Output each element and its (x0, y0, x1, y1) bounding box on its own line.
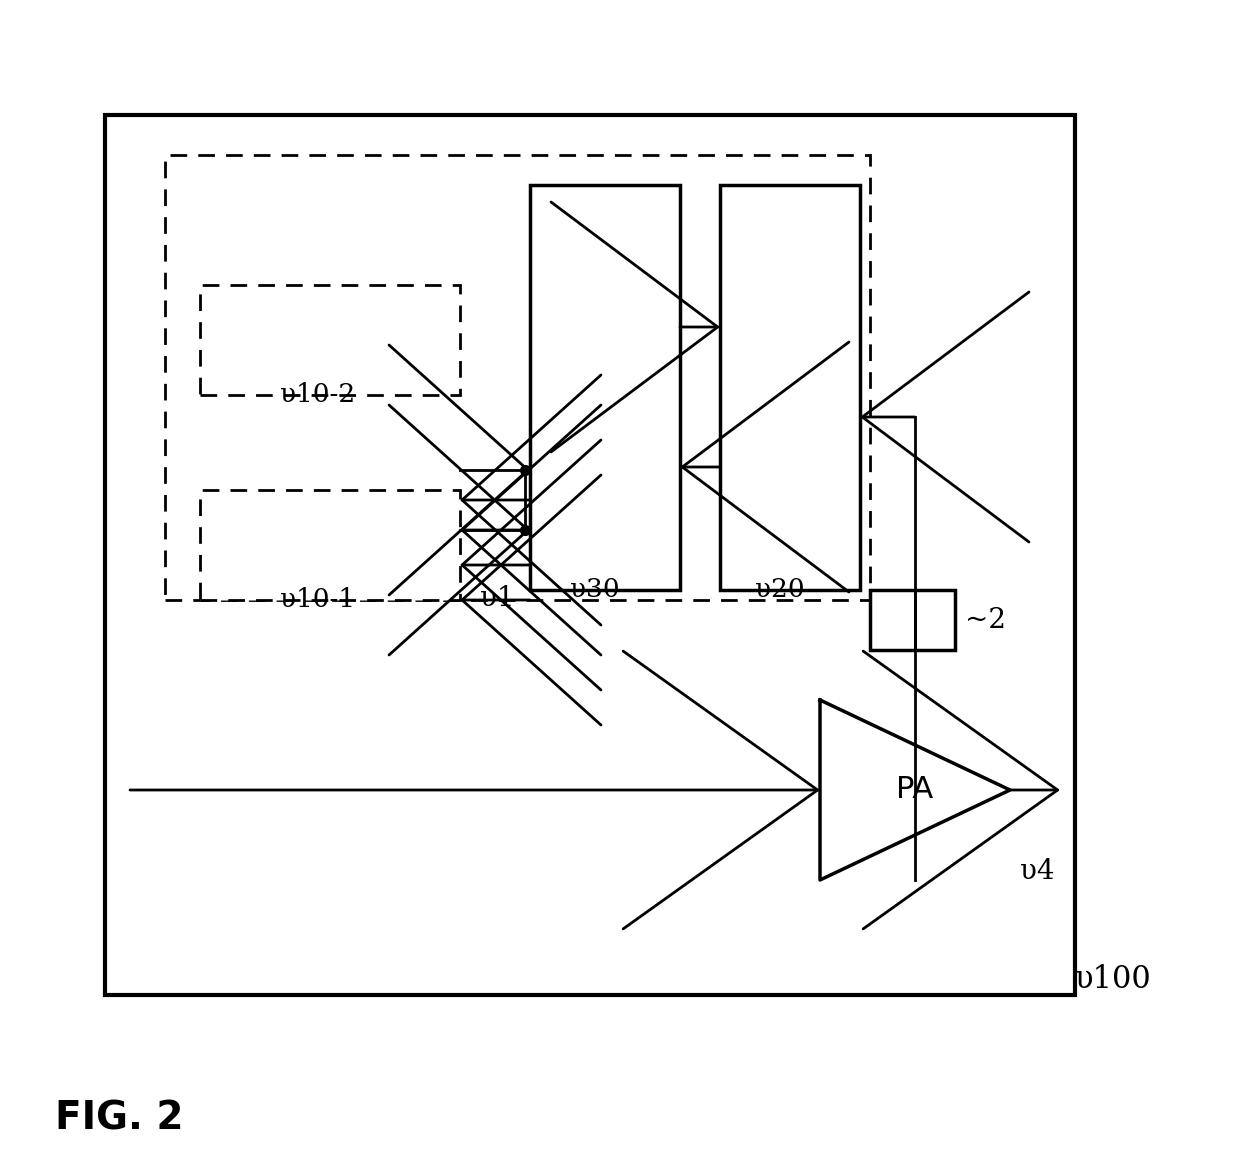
Text: υ30: υ30 (570, 577, 620, 602)
Bar (720, 184, 861, 590)
Text: PA: PA (897, 776, 934, 805)
Text: FIG. 2: FIG. 2 (55, 1100, 184, 1138)
Text: ~2: ~2 (965, 607, 1006, 633)
Text: υ10-2: υ10-2 (280, 382, 355, 407)
Bar (200, 285, 460, 396)
Text: υ1: υ1 (480, 585, 515, 612)
Text: υ10-1: υ10-1 (280, 587, 355, 612)
Bar (165, 155, 870, 600)
Text: υ4: υ4 (1021, 858, 1054, 885)
Text: υ20: υ20 (755, 577, 805, 602)
Bar (870, 590, 955, 650)
Bar (200, 490, 460, 600)
Bar (529, 184, 680, 590)
Bar (105, 115, 1075, 995)
Text: υ100: υ100 (1075, 964, 1152, 995)
